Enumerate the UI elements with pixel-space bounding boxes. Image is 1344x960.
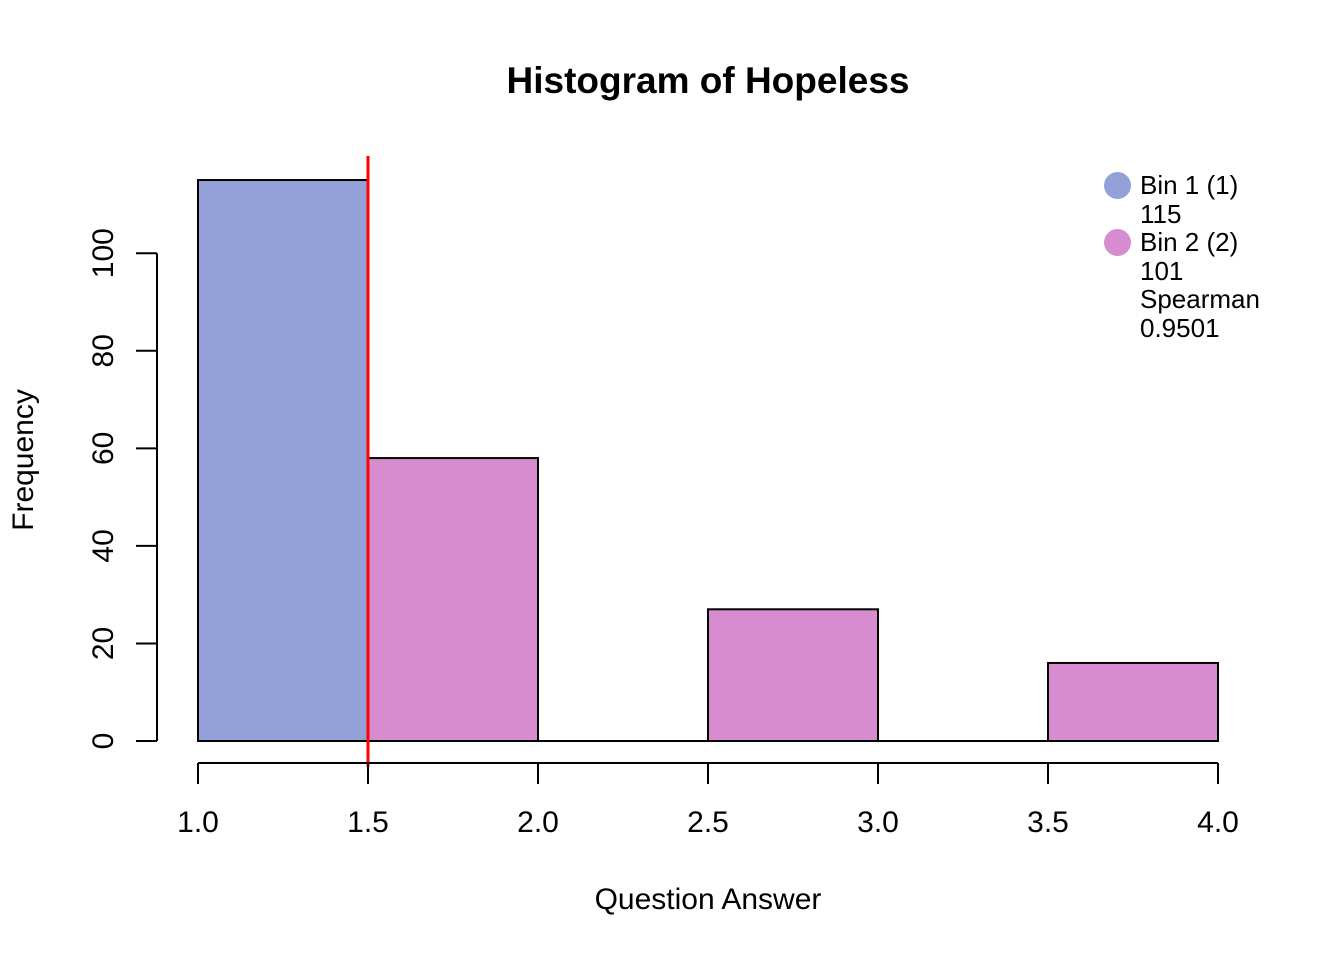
legend-row: 115 (1104, 198, 1260, 229)
chart-title: Histogram of Hopeless (506, 60, 910, 101)
legend-row: Bin 1 (1) (1104, 171, 1260, 200)
x-tick-label: 2.5 (687, 806, 729, 839)
legend-stat-value: 0.9501 (1140, 312, 1220, 343)
y-tick-label: 80 (87, 334, 120, 367)
y-tick-label: 100 (87, 228, 120, 278)
legend-row: Bin 2 (2) (1104, 228, 1260, 257)
y-axis-title: Frequency (7, 389, 40, 531)
y-tick-label: 0 (87, 733, 120, 750)
hist-bar-3 (707, 608, 879, 742)
x-tick-label: 3.5 (1027, 806, 1069, 839)
y-tick-label: 60 (87, 432, 120, 465)
x-tick-label: 1.0 (177, 806, 219, 839)
x-tick-label: 3.0 (857, 806, 899, 839)
x-tick-label: 2.0 (517, 806, 559, 839)
hist-bar-2 (367, 457, 539, 742)
legend: Bin 1 (1) 115 Bin 2 (2) 101 Spearman 0.9… (1104, 171, 1260, 342)
x-axis-title: Question Answer (594, 883, 822, 916)
legend-row: 101 (1104, 255, 1260, 286)
legend-row: Spearman (1104, 285, 1260, 314)
y-tick-label: 40 (87, 529, 120, 562)
x-tick-label: 1.5 (347, 806, 389, 839)
legend-label: Bin 1 (1) (1140, 170, 1239, 200)
legend-stat-label: Spearman (1140, 284, 1260, 314)
y-tick-label: 20 (87, 627, 120, 660)
hist-bar-4 (1047, 661, 1219, 743)
legend-label: Bin 2 (2) (1140, 227, 1239, 257)
x-tick-label: 4.0 (1197, 806, 1239, 839)
legend-value: 101 (1140, 255, 1184, 286)
legend-swatch-bin1-icon (1104, 171, 1131, 199)
legend-row: 0.9501 (1104, 312, 1260, 343)
legend-value: 115 (1140, 198, 1182, 229)
legend-swatch-bin2-icon (1104, 228, 1131, 256)
hist-bar-1 (197, 179, 369, 742)
